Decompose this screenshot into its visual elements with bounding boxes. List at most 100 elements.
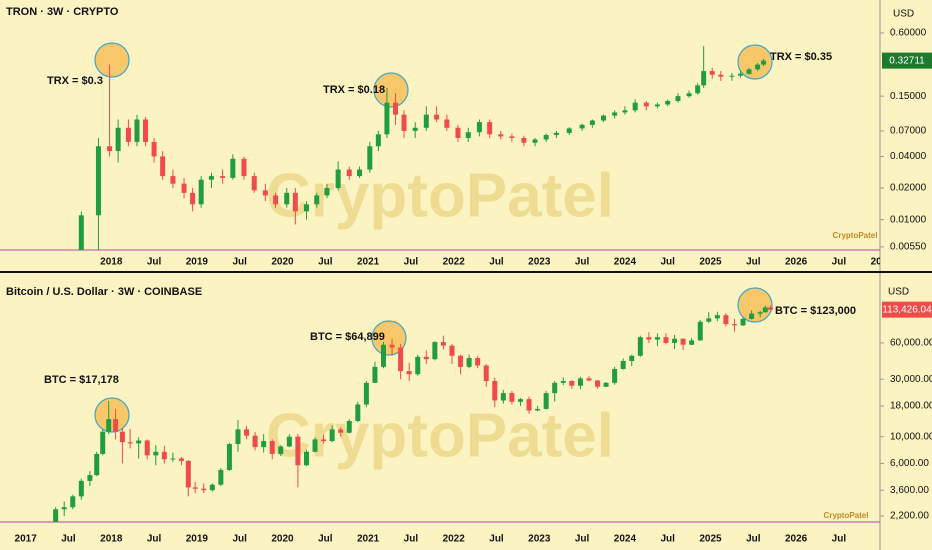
candle-body — [646, 337, 652, 340]
candle-body — [178, 458, 184, 461]
candle-body — [749, 313, 755, 319]
y-tick-label: 6,000.00 — [890, 458, 929, 469]
x-tick-label: 2018 — [100, 257, 123, 268]
x-tick-label: Jul — [147, 534, 162, 545]
y-tick-label: 30,000.00 — [890, 374, 932, 385]
x-tick-label: Jul — [489, 257, 504, 268]
highlight-circle — [737, 287, 773, 323]
candle-body — [398, 347, 404, 372]
candle-body — [553, 132, 559, 136]
candle-body — [312, 439, 318, 452]
candle-body — [586, 378, 592, 381]
candle-body — [115, 127, 121, 152]
candle-body — [579, 124, 585, 129]
candle-body — [603, 382, 609, 387]
x-tick-label: 2020 — [271, 534, 294, 545]
candle-body — [241, 158, 247, 177]
candle-body — [375, 134, 381, 147]
candle-body — [134, 119, 140, 142]
candle-body — [269, 441, 275, 454]
candle-body — [686, 93, 692, 97]
candle-body — [767, 307, 773, 310]
candle-body — [235, 429, 241, 445]
candle-body — [153, 451, 159, 456]
logo-text: CryptoPatel — [824, 511, 869, 520]
x-tick-label: Jul — [746, 534, 761, 545]
x-tick-label: Jul — [318, 257, 333, 268]
candle-body — [526, 399, 532, 411]
price-tag-label: 0.32711 — [889, 55, 925, 66]
candle-body — [729, 75, 735, 77]
x-tick-label: Jul — [575, 534, 590, 545]
candle-body — [78, 480, 84, 497]
x-tick-label: Jul — [832, 534, 847, 545]
candle-body — [321, 439, 327, 442]
candle-body — [500, 393, 506, 401]
candle-body — [697, 321, 703, 341]
candle-body — [208, 176, 214, 180]
candle-body — [160, 156, 166, 177]
chart-title: Bitcoin / U.S. Dollar · 3W · COINBASE — [6, 286, 202, 298]
y-tick-label: 0.01000 — [890, 214, 927, 225]
logo-text: CryptoPatel — [833, 231, 878, 240]
y-tick-label: 0.04000 — [890, 151, 927, 162]
candle-body — [706, 318, 712, 322]
candle-body — [161, 451, 167, 460]
candle-body — [273, 195, 279, 205]
x-tick-label: 2017 — [15, 534, 38, 545]
candle-body — [143, 119, 149, 142]
candle-body — [100, 431, 106, 454]
candle-body — [714, 315, 720, 319]
candle-body — [675, 96, 681, 101]
x-axis: 2017 Jul 2018 Jul 2019 Jul 2020 Jul 2021 Jul 2022 J… — [15, 534, 847, 545]
candle-body — [509, 136, 515, 138]
candle-body — [278, 446, 284, 454]
candle-body — [401, 114, 407, 131]
candle-body — [95, 146, 101, 216]
candle-body — [346, 169, 352, 177]
annotation: TRX = $0.3 — [47, 75, 103, 87]
x-tick-label: 2025 — [699, 534, 722, 545]
candle-body — [672, 338, 678, 343]
x-tick-label: 2026 — [785, 257, 808, 268]
candle-body — [695, 85, 701, 94]
x-tick-label: 2025 — [699, 257, 722, 268]
candle-body — [476, 122, 482, 133]
y-tick-label: 10,000.00 — [890, 431, 932, 442]
candle-body — [381, 344, 387, 367]
watermark: CryptoPatel — [266, 401, 614, 470]
x-tick-label: Jul — [61, 534, 76, 545]
x-tick-label: Jul — [404, 257, 419, 268]
candle-body — [201, 488, 207, 491]
x-tick-label: Jul — [318, 534, 333, 545]
x-tick-label: 2020 — [271, 257, 294, 268]
candle-body — [252, 435, 258, 448]
candle-body — [244, 429, 250, 436]
candle-body — [483, 365, 489, 382]
candle-body — [406, 371, 412, 375]
watermark: CryptoPatel — [266, 161, 614, 230]
candle-body — [367, 146, 373, 170]
candle-body — [612, 368, 618, 383]
candles — [53, 305, 773, 522]
x-tick-label: Jul — [147, 257, 162, 268]
x-tick-label: 2018 — [100, 534, 123, 545]
candle-body — [663, 337, 669, 343]
candle-body — [566, 128, 572, 133]
y-tick-label: 0.02000 — [890, 183, 927, 194]
candle-body — [487, 122, 493, 135]
candle-body — [284, 192, 290, 205]
x-tick-label: Jul — [660, 257, 675, 268]
candle-body — [509, 393, 515, 402]
candle-body — [723, 315, 729, 325]
x-tick-label: Jul — [746, 257, 761, 268]
x-tick-label: 2023 — [528, 257, 551, 268]
candle-body — [136, 440, 142, 444]
x-axis: 2018 Jul 2019 Jul 2020 Jul 2021 Jul 2022 Jul 2023 J… — [100, 257, 880, 268]
candle-body — [444, 119, 450, 128]
candle-body — [230, 158, 236, 178]
candle-body — [53, 509, 59, 522]
candle-body — [329, 429, 335, 442]
candle-body — [262, 190, 268, 196]
candle-body — [170, 458, 176, 460]
